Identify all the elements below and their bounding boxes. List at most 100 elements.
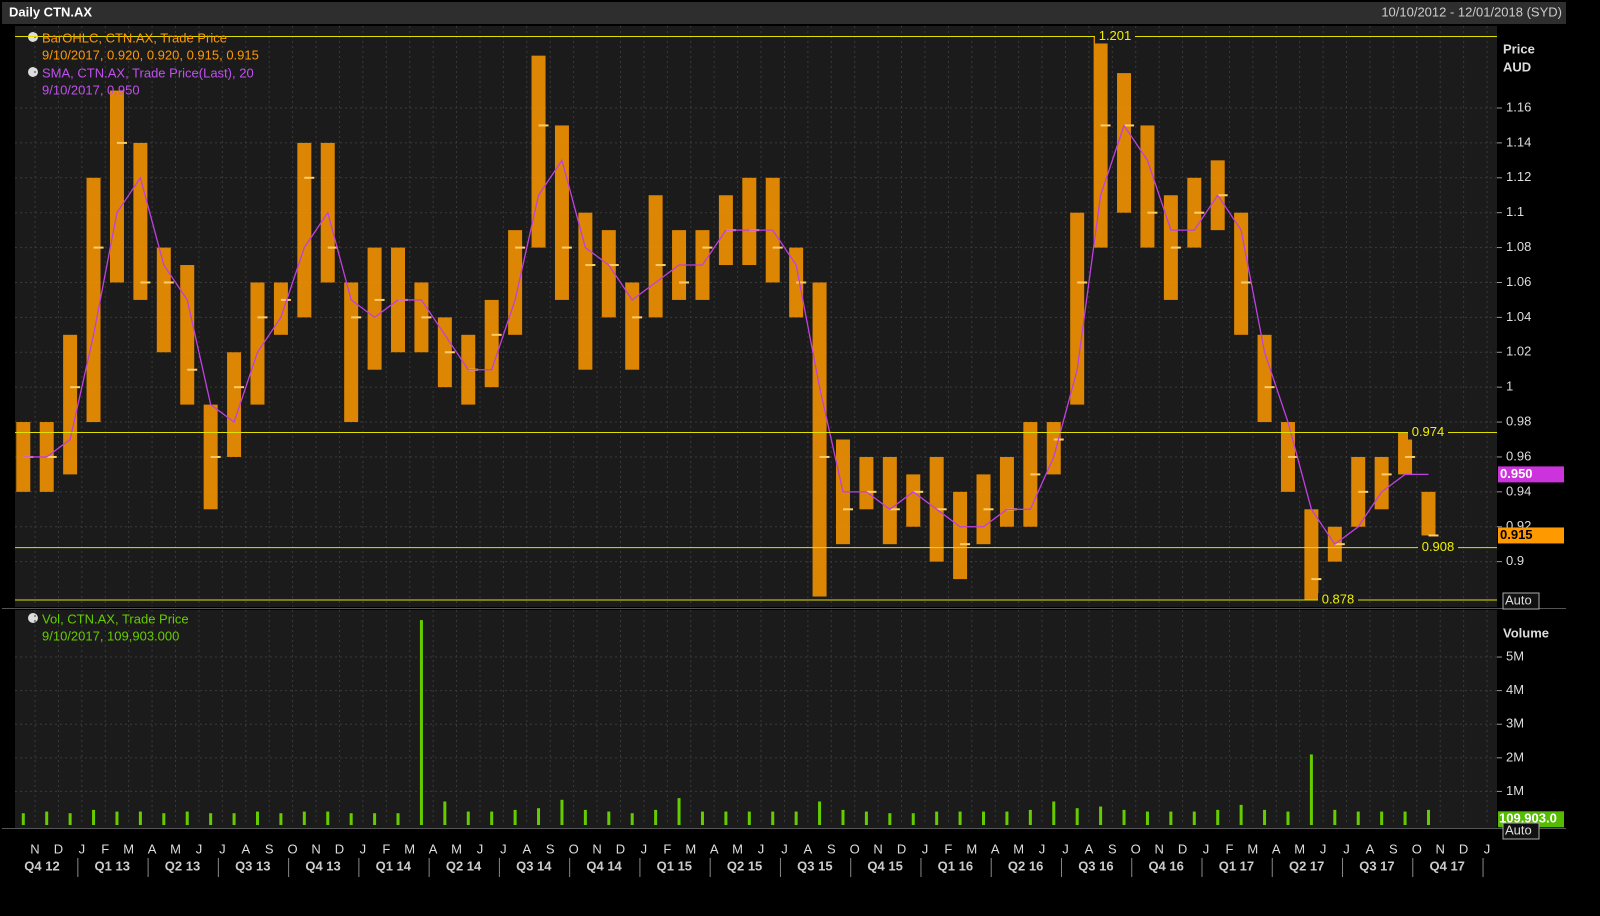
y-tick-label: 1.16	[1506, 99, 1531, 114]
volume-bar	[466, 811, 470, 825]
volume-bar	[1145, 811, 1149, 825]
y-tick-label: 1.12	[1506, 169, 1531, 184]
y-tick-label: 1.1	[1506, 204, 1524, 219]
x-tick-label: D	[616, 841, 625, 856]
quarter-label: Q3 15	[797, 858, 832, 873]
price-bar	[625, 282, 640, 370]
x-tick-label: F	[944, 841, 952, 856]
x-tick-label: D	[335, 841, 344, 856]
legend-icon[interactable]	[28, 613, 38, 623]
price-bar	[109, 90, 124, 283]
volume-bar	[21, 813, 25, 825]
price-bar	[953, 491, 968, 580]
chart-title: Daily CTN.AX	[9, 4, 92, 19]
volume-bar	[700, 811, 704, 825]
x-tick-label: J	[196, 841, 203, 856]
x-tick-label: J	[641, 841, 648, 856]
volume-bar	[888, 813, 892, 825]
price-pane	[15, 26, 1497, 607]
volume-bar	[1075, 808, 1079, 825]
volume-bar	[1333, 809, 1337, 825]
price-bar	[180, 265, 195, 405]
x-tick-label: N	[592, 841, 601, 856]
x-tick-label: O	[1131, 841, 1141, 856]
x-tick-label: A	[1366, 841, 1375, 856]
volume-bar	[1122, 809, 1126, 825]
price-bar	[1304, 509, 1319, 601]
volume-bar	[911, 813, 915, 825]
quarter-label: Q4 16	[1148, 858, 1183, 873]
volume-bar	[864, 811, 868, 825]
volume-bar	[1005, 811, 1009, 825]
x-tick-label: F	[101, 841, 109, 856]
price-bar	[156, 247, 171, 353]
y-tick-label: 5M	[1506, 648, 1524, 663]
price-bar	[1398, 432, 1413, 475]
x-tick-label: D	[1459, 841, 1468, 856]
y-tick-label: 0.98	[1506, 413, 1531, 428]
y-tick-label: 2M	[1506, 749, 1524, 764]
legend-icon[interactable]	[28, 67, 38, 77]
x-tick-label: A	[522, 841, 531, 856]
x-tick-label: J	[1484, 841, 1491, 856]
x-tick-label: M	[404, 841, 415, 856]
y-tick-label: 0.96	[1506, 448, 1531, 463]
legend-name: Vol, CTN.AX, Trade Price	[42, 611, 189, 626]
legend-detail: 9/10/2017, 109,903.000	[42, 628, 179, 643]
price-bar	[578, 212, 593, 370]
legend-icon[interactable]	[28, 32, 38, 42]
x-tick-label: O	[288, 841, 298, 856]
volume-bar	[1263, 809, 1267, 825]
price-bar	[1257, 334, 1272, 423]
volume-bar	[68, 813, 72, 825]
header-bar	[2, 2, 1566, 24]
quarter-label: Q2 17	[1289, 858, 1324, 873]
price-bar	[812, 282, 827, 597]
auto-button-label[interactable]: Auto	[1505, 592, 1532, 607]
auto-button[interactable]	[1502, 822, 1540, 840]
legend-detail: 9/10/2017, 0.950	[42, 82, 140, 97]
x-tick-label: J	[500, 841, 507, 856]
price-bar	[508, 230, 523, 335]
x-tick-label: M	[1294, 841, 1305, 856]
volume-bar	[982, 811, 986, 825]
ref-label-bg	[1408, 425, 1448, 440]
x-tick-label: S	[265, 841, 274, 856]
y-tick-label: 1.04	[1506, 309, 1531, 324]
x-tick-label: S	[1108, 841, 1117, 856]
volume-bar	[583, 809, 587, 825]
legend-detail: 9/10/2017, 0.920, 0.920, 0.915, 0.915	[42, 47, 259, 62]
quarter-label: Q4 17	[1429, 858, 1464, 873]
date-range: 10/10/2012 - 12/01/2018 (SYD)	[1381, 4, 1562, 19]
volume-bar	[841, 809, 845, 825]
volume-bar	[1286, 811, 1290, 825]
x-tick-label: A	[804, 841, 813, 856]
auto-button-label[interactable]: Auto	[1505, 822, 1532, 837]
volume-bar	[1380, 811, 1384, 825]
x-tick-label: J	[758, 841, 765, 856]
volume-bar	[747, 811, 751, 825]
y-tick-label: 1	[1506, 379, 1513, 394]
auto-button[interactable]	[1502, 592, 1540, 610]
sma-line	[23, 123, 1429, 546]
x-tick-label: F	[663, 841, 671, 856]
y-tick-label: 1.14	[1506, 134, 1531, 149]
x-tick-label: J	[922, 841, 929, 856]
x-tick-label: J	[477, 841, 484, 856]
ref-label-bg	[1418, 540, 1458, 555]
volume-bar	[45, 811, 49, 825]
volume-bar	[419, 620, 423, 825]
x-tick-label: D	[1178, 841, 1187, 856]
price-bar	[1374, 456, 1389, 510]
volume-bar	[1192, 811, 1196, 825]
volume-bar	[724, 811, 728, 825]
price-bar	[484, 299, 499, 388]
volume-bar	[607, 811, 611, 825]
volume-bar	[1169, 811, 1173, 825]
ref-label: 0.974	[1412, 424, 1445, 439]
volume-title: Volume	[1503, 625, 1549, 640]
y-tick-label: 1M	[1506, 783, 1524, 798]
volume-bar	[373, 813, 377, 825]
